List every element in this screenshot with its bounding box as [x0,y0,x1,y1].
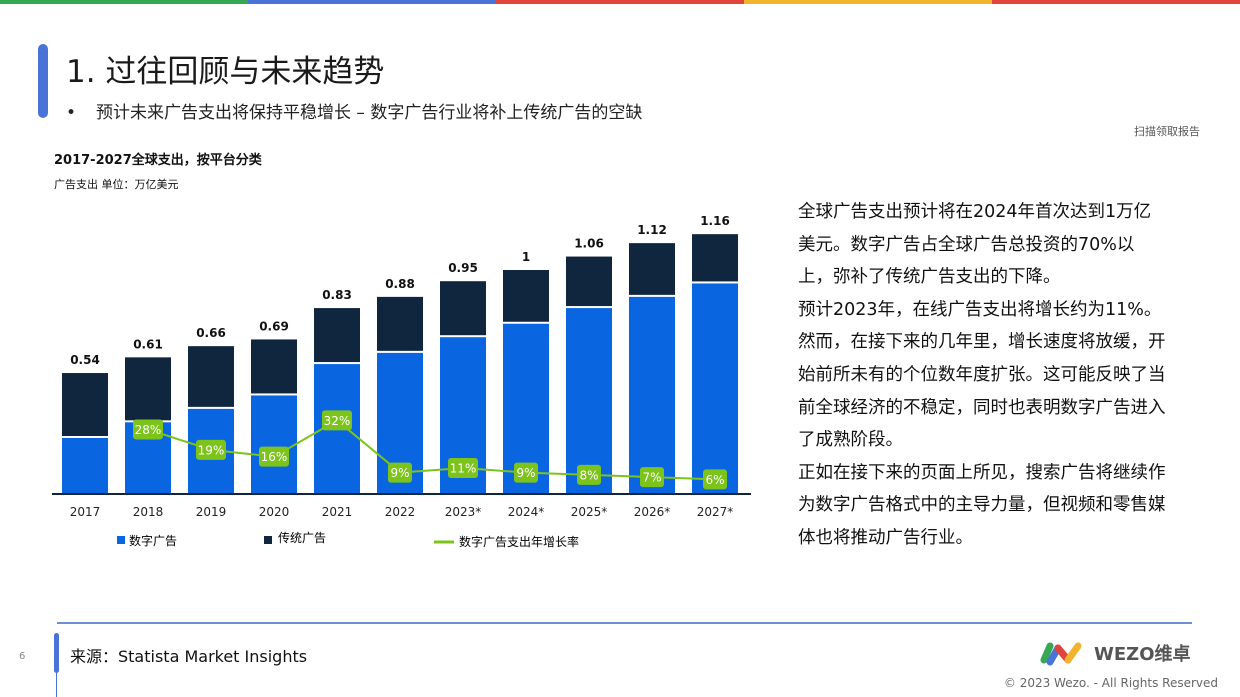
growth-label-box [448,458,478,479]
paragraph: 全球广告支出预计将在2024年首次达到1万亿美元。数字广告占全球广告总投资的70… [798,202,1152,288]
legend-swatch-traditional [264,536,272,544]
bar-traditional [440,281,486,336]
growth-label: 32% [324,414,351,428]
wezo-logo: WEZO维卓 [1040,640,1191,666]
x-tick-label: 2022 [385,505,416,519]
commentary: 全球广告支出预计将在2024年首次达到1万亿美元。数字广告占全球广告总投资的70… [798,196,1168,555]
growth-label-box [640,467,664,488]
x-tick-label: 2027* [697,505,734,519]
growth-label: 28% [135,423,162,437]
bar-traditional [629,243,675,295]
bar-traditional [692,234,738,282]
x-tick-label: 2023* [445,505,482,519]
bar-digital [62,438,108,494]
chart-unit-label: 广告支出 单位：万亿美元 [54,178,179,191]
footer-accent-bar [54,633,59,673]
title-accent-bar [38,44,48,118]
stripe-segment [248,0,496,4]
legend-label-traditional: 传统广告 [278,530,326,545]
stripe-segment [0,0,248,4]
stripe-segment [496,0,744,4]
page-number: 6 [19,651,26,662]
growth-label: 16% [261,450,288,464]
growth-line [147,419,716,481]
stripe-segment [744,0,992,4]
growth-label-box [196,439,226,460]
logo-text: WEZO维卓 [1094,644,1191,665]
total-label: 0.54 [70,353,100,367]
growth-label: 7% [642,471,661,485]
bar-traditional [377,296,423,351]
x-tick-label: 2021 [322,505,353,519]
growth-label: 9% [390,466,409,480]
footer-divider [57,622,1192,624]
x-tick-label: 2026* [634,505,671,519]
source-note: 来源：Statista Market Insights [70,647,308,666]
growth-label-box [259,446,289,467]
scan-note: 扫描领取报告 [1134,125,1200,138]
growth-label-box [133,419,163,440]
bullet: • [66,103,77,123]
bar-traditional [503,270,549,322]
growth-label-box [703,469,727,490]
growth-label: 11% [450,462,477,476]
x-tick-label: 2017 [70,505,101,519]
total-label: 1 [522,250,530,264]
x-tick-label: 2025* [571,505,608,519]
total-label: 1.12 [637,223,667,237]
bar-traditional [314,308,360,363]
growth-label-box [514,462,538,483]
total-label: 0.88 [385,277,415,291]
bar-traditional [125,357,171,421]
paragraph: 正如在接下来的页面上所见，搜索广告将继续作为数字广告格式中的主导力量，但视频和零… [798,462,1166,548]
bar-traditional [566,256,612,307]
subtitle-text: 预计未来广告支出将保持平稳增长 – 数字广告行业将补上传统广告的空缺 [96,103,643,123]
x-tick-label: 2018 [133,505,164,519]
bar-traditional [251,339,297,394]
bar-digital [692,283,738,494]
total-label: 0.83 [322,288,352,302]
growth-label-box [388,462,412,483]
bar-digital [251,395,297,494]
footer-accent-line [56,670,57,697]
growth-label: 6% [705,473,724,487]
total-label: 1.16 [700,214,730,228]
growth-label: 19% [198,443,225,457]
legend-swatch-digital [117,536,125,544]
paragraph: 预计2023年，在线广告支出将增长约为11%。然而，在接下来的几年里，增长速度将… [798,299,1166,451]
legend-label-growth: 数字广告支出年增长率 [459,534,579,549]
growth-label-box [322,410,352,431]
bar-traditional [62,373,108,436]
page-title: 1. 过往回顾与未来趋势 [66,54,385,90]
wezo-logo-icon [1040,642,1082,666]
stripe-segment [992,0,1240,4]
total-label: 0.66 [196,326,226,340]
x-tick-label: 2020 [259,505,290,519]
copyright: © 2023 Wezo. - All Rights Reserved [1003,676,1218,690]
page-subtitle: • 预计未来广告支出将保持平稳增长 – 数字广告行业将补上传统广告的空缺 [66,98,642,123]
growth-label: 8% [579,468,598,482]
bar-digital [629,296,675,494]
total-label: 0.95 [448,261,478,275]
total-label: 1.06 [574,237,604,251]
stacked-bar-chart: 0.54 2017 0.61 2018 0.66 2019 0.69 2020 0.83 2021… [52,214,751,549]
growth-label-box [577,464,601,485]
total-label: 0.61 [133,337,163,351]
chart-title: 2017-2027全球支出，按平台分类 [54,153,262,168]
legend-label-digital: 数字广告 [129,533,177,548]
total-label: 0.69 [259,319,289,333]
bar-traditional [188,346,234,407]
growth-label: 9% [516,466,535,480]
bar-digital [566,308,612,494]
x-tick-label: 2024* [508,505,545,519]
x-tick-label: 2019 [196,505,227,519]
